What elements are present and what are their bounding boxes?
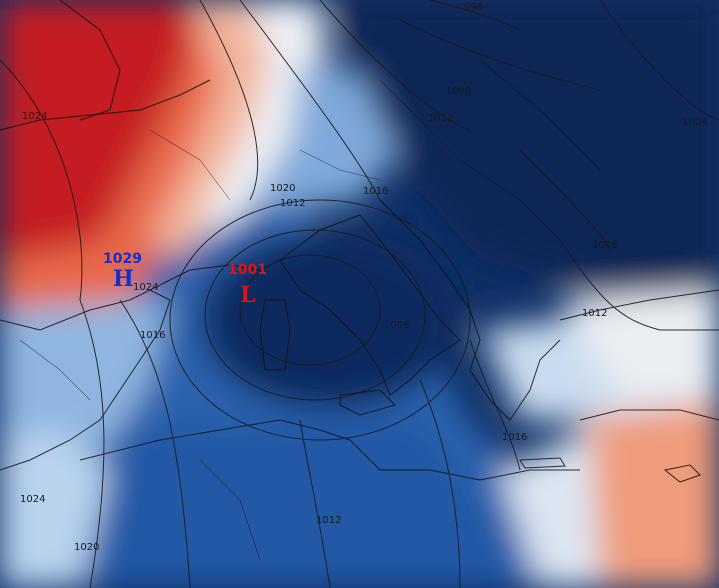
high-pressure-marker: H	[113, 266, 134, 292]
low-pressure-value: 1001	[228, 262, 267, 278]
coast-turkey	[559, 289, 719, 321]
coast-sardinia	[259, 299, 291, 371]
cool-alps	[250, 60, 400, 210]
coast-turkey-south	[579, 409, 719, 421]
low-pressure-marker: L	[240, 282, 256, 308]
coast-italy	[279, 214, 461, 396]
cold-northeast	[330, 0, 719, 300]
isobar-ring-2	[204, 229, 426, 401]
coast-uk	[59, 0, 121, 121]
border-6	[19, 339, 91, 401]
isobar-1020-west	[79, 299, 105, 588]
warm-southeast	[560, 400, 719, 588]
coast-crete	[519, 457, 566, 469]
isobar-ring-3	[169, 199, 471, 441]
low-core	[200, 230, 460, 410]
isobar-1012-north	[319, 0, 471, 131]
isobar-996	[429, 0, 521, 31]
coast-cyprus	[663, 464, 701, 483]
coast-sicily	[339, 389, 396, 416]
border-3	[459, 159, 561, 241]
isobar-1024-west	[0, 59, 83, 301]
isobar-1020-alps	[199, 0, 259, 201]
coast-iberia	[0, 289, 171, 471]
neutral-east	[560, 290, 719, 400]
isobar-1004-east	[599, 0, 719, 121]
neutral-band	[200, 0, 330, 240]
isobar-1016-east	[469, 339, 521, 471]
coastlines	[0, 0, 719, 483]
isobar-1016-alps	[239, 0, 381, 201]
cool-light-sw	[0, 430, 110, 588]
border-5	[299, 149, 381, 181]
coast-africa	[79, 419, 580, 481]
coast-north-france	[0, 79, 211, 131]
isobar-1008-top	[399, 19, 601, 91]
border-1	[149, 129, 231, 201]
border-4	[479, 59, 601, 171]
border-2	[379, 79, 461, 161]
isobar-1016-west	[119, 299, 191, 588]
high-pressure-value: 1029	[103, 251, 142, 267]
warm-light-band	[150, 0, 280, 260]
border-7	[199, 459, 261, 561]
isobar-1016-south	[419, 379, 461, 588]
borders	[19, 59, 601, 561]
warm-core	[0, 0, 200, 260]
isobar-ring-1	[239, 254, 381, 366]
isobar-1012-south	[299, 419, 331, 588]
isobar-1008-east	[519, 149, 611, 251]
coast-balkans	[379, 199, 561, 421]
cool-africa	[100, 420, 520, 588]
isobar-1012-east	[559, 239, 719, 331]
cool-light-west	[0, 300, 170, 470]
